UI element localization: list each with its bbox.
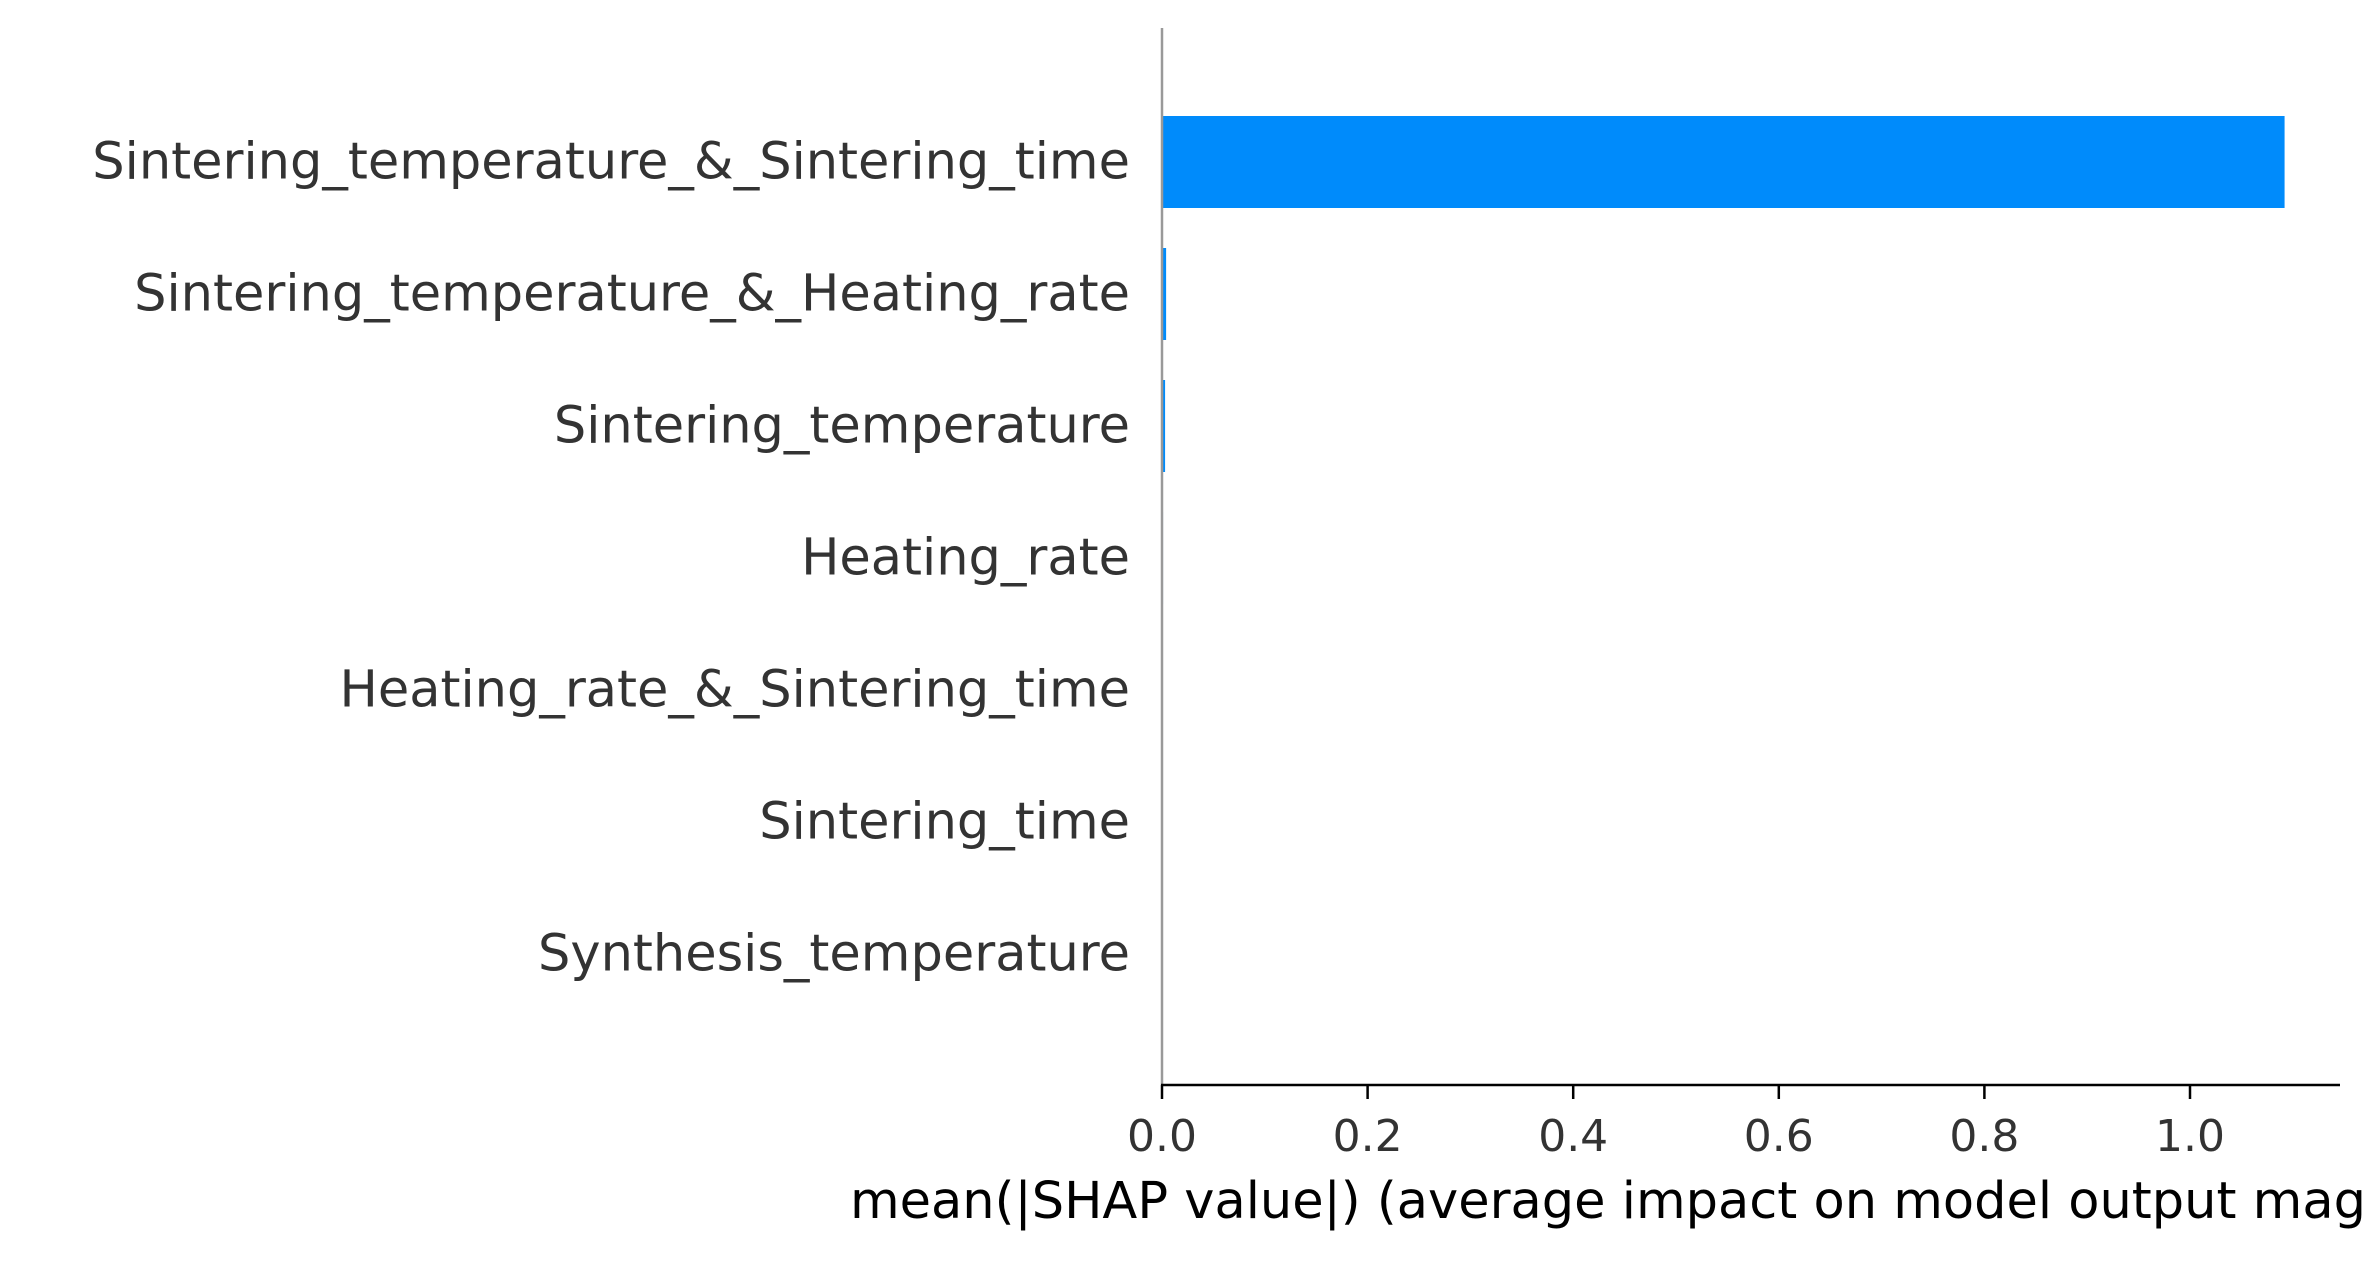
category-label: Sintering_time: [759, 793, 1130, 852]
category-label: Sintering_temperature: [554, 397, 1130, 456]
bar: [1162, 380, 1166, 472]
bars-layer: [1162, 116, 2285, 604]
x-tick-label: 0.6: [1744, 1111, 1814, 1162]
category-label: Synthesis_temperature: [538, 925, 1130, 984]
category-label: Sintering_temperature_&_Heating_rate: [134, 265, 1130, 324]
x-tick-label: 0.0: [1127, 1111, 1197, 1162]
category-label: Heating_rate_&_Sintering_time: [340, 661, 1131, 720]
x-tick-label: 0.8: [1949, 1111, 2019, 1162]
x-axis-label: mean(|SHAP value|) (average impact on mo…: [850, 1172, 2368, 1231]
bar: [1162, 248, 1167, 340]
category-label: Sintering_temperature_&_Sintering_time: [92, 133, 1130, 192]
bar: [1162, 116, 2285, 208]
x-tick-label: 0.4: [1538, 1111, 1608, 1162]
category-labels: Sintering_temperature_&_Sintering_time Si…: [92, 133, 1130, 984]
x-tick-label: 0.2: [1333, 1111, 1403, 1162]
x-axis-ticks: 0.0 0.2 0.4 0.6 0.8 1.0: [1127, 1085, 2225, 1162]
category-label: Heating_rate: [801, 529, 1130, 588]
x-tick-label: 1.0: [2155, 1111, 2225, 1162]
